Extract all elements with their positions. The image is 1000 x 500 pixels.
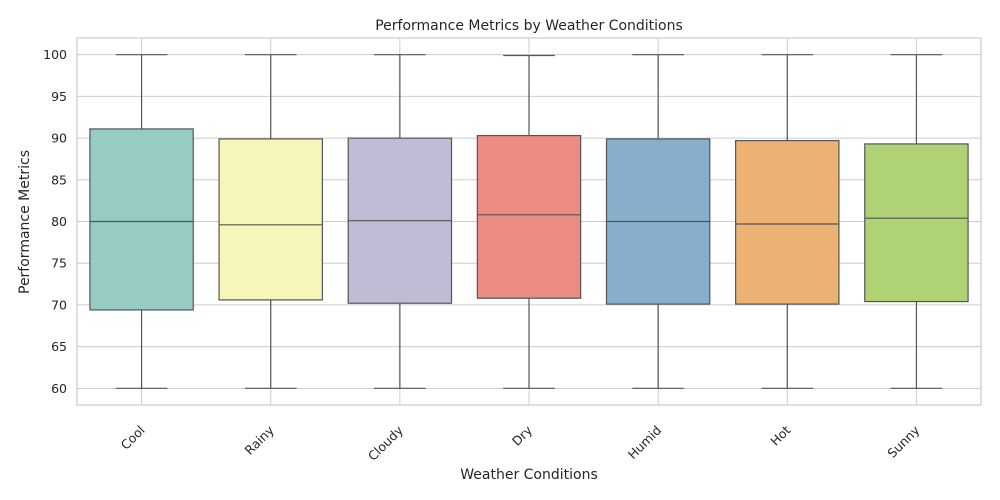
- x-tick-label: Sunny: [884, 422, 923, 461]
- y-tick-label: 75: [51, 256, 67, 271]
- y-tick-labels: 60 65 70 75 80 85 90 95 100: [43, 47, 67, 396]
- y-axis-label: Performance Metrics: [17, 150, 33, 294]
- plot-frame: [76, 37, 982, 406]
- y-tick-label: 70: [51, 297, 67, 312]
- box-dry: [476, 54, 582, 389]
- x-axis-label: Weather Conditions: [460, 467, 598, 483]
- box-humid: [605, 54, 711, 389]
- x-tick-labels: Cool Rainy Cloudy Dry Humid Hot Sunny: [118, 422, 923, 464]
- iqr-box: [476, 134, 582, 299]
- x-tick-label: Cool: [118, 423, 148, 453]
- y-tick-label: 85: [51, 172, 67, 187]
- x-tick-label: Rainy: [242, 422, 278, 458]
- box-hot: [735, 54, 840, 389]
- box-series: [89, 54, 969, 389]
- y-tick-label: 95: [51, 89, 67, 104]
- box-cloudy: [347, 54, 453, 389]
- x-tick-label: Cloudy: [365, 422, 407, 464]
- y-tick-label: 90: [51, 131, 67, 146]
- chart-title: Performance Metrics by Weather Condition…: [375, 18, 683, 34]
- y-tick-label: 100: [43, 47, 67, 62]
- y-tick-label: 65: [51, 339, 67, 354]
- iqr-box: [735, 139, 840, 305]
- x-tick-label: Humid: [625, 423, 665, 463]
- box-sunny: [864, 54, 969, 389]
- iqr-box: [218, 138, 323, 301]
- box-cool: [89, 54, 194, 389]
- x-tick-label: Hot: [767, 422, 793, 448]
- iqr-box: [89, 128, 194, 311]
- x-tick-label: Dry: [509, 422, 536, 449]
- y-tick-label: 60: [51, 381, 67, 396]
- y-tick-label: 80: [51, 214, 67, 229]
- iqr-box: [864, 143, 969, 303]
- box-rainy: [218, 54, 323, 389]
